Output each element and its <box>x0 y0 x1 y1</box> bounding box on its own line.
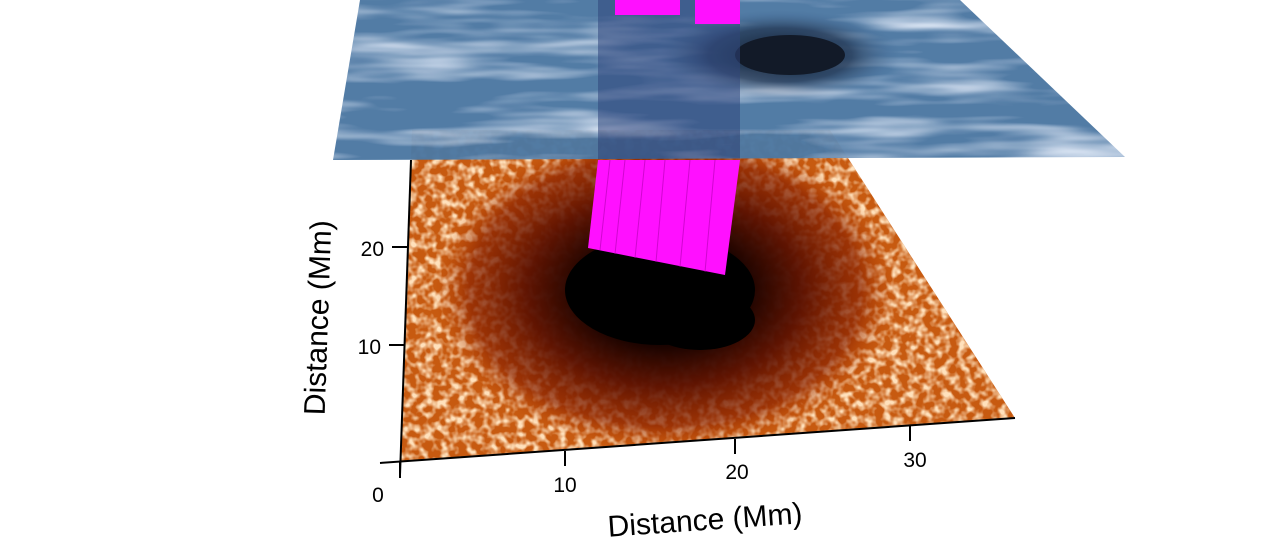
y-tick-label: 20 <box>361 238 384 261</box>
y-tick-label: 10 <box>358 336 381 359</box>
x-axis-label: Distance (Mm) <box>607 497 804 544</box>
x-tick-label: 30 <box>903 449 926 472</box>
y-axis-line <box>399 159 412 476</box>
axes <box>379 159 1016 478</box>
chromosphere-image <box>333 0 1125 160</box>
x-tick-label: 0 <box>372 484 384 507</box>
flux-tube-top <box>615 0 680 15</box>
flux-tube <box>588 160 740 275</box>
y-axis-label: Distance (Mm) <box>299 220 339 416</box>
flux-tube-lines <box>599 159 716 273</box>
x-axis-line <box>379 417 1016 464</box>
x-tick-label: 20 <box>725 461 748 484</box>
flux-tube-top <box>695 0 740 24</box>
x-tick-label: 10 <box>553 474 576 497</box>
